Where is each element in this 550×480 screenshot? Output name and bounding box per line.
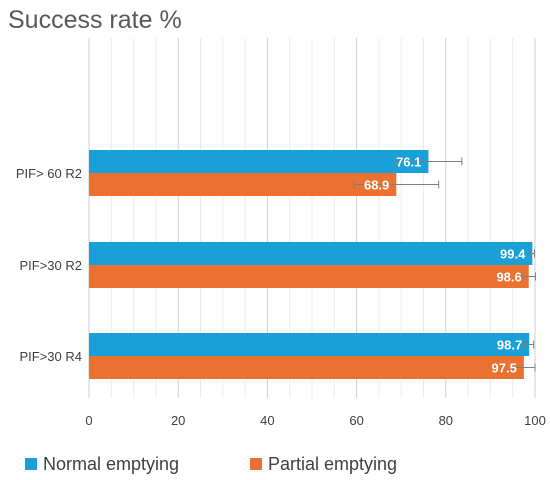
- error-bar: [529, 249, 536, 258]
- data-label: 97.5: [492, 361, 517, 376]
- bar-partial-emptying: [89, 173, 397, 196]
- x-tick-label: 80: [439, 413, 453, 428]
- legend-swatch: [250, 458, 262, 470]
- data-label: 76.1: [396, 155, 421, 170]
- error-bars: [353, 157, 536, 372]
- data-labels: 76.1 68.9 99.4 98.6 98.7 97.5: [364, 155, 526, 376]
- x-axis-tick-labels: 0 20 40 60 80 100: [85, 413, 545, 428]
- legend: Normal emptying Partial emptying: [25, 454, 397, 474]
- error-bar: [521, 272, 536, 281]
- bar-partial-emptying: [89, 356, 524, 379]
- x-tick-label: 60: [349, 413, 363, 428]
- bar-normal-emptying: [89, 333, 530, 356]
- error-bar: [353, 180, 440, 189]
- error-bar: [512, 363, 536, 372]
- data-label: 98.6: [496, 270, 521, 285]
- chart-title: Success rate %: [8, 6, 182, 34]
- legend-label: Normal emptying: [43, 454, 179, 474]
- bar-partial-emptying: [89, 265, 529, 288]
- bars: [89, 150, 533, 379]
- error-bar: [394, 157, 463, 166]
- legend-item: Partial emptying: [250, 454, 397, 474]
- x-tick-label: 100: [524, 413, 546, 428]
- legend-swatch: [25, 458, 37, 470]
- category-label: PIF> 60 R2: [16, 166, 82, 181]
- category-label: PIF>30 R2: [19, 258, 82, 273]
- error-bar: [524, 340, 535, 349]
- bar-normal-emptying: [89, 150, 429, 173]
- category-labels: PIF> 60 R2 PIF>30 R2 PIF>30 R4: [16, 166, 82, 364]
- category-label: PIF>30 R4: [19, 349, 82, 364]
- x-tick-label: 20: [171, 413, 185, 428]
- bar-normal-emptying: [89, 242, 533, 265]
- data-label: 99.4: [500, 247, 526, 262]
- x-tick-label: 40: [260, 413, 274, 428]
- legend-item: Normal emptying: [25, 454, 179, 474]
- legend-label: Partial emptying: [268, 454, 397, 474]
- data-label: 68.9: [364, 178, 389, 193]
- x-tick-label: 0: [85, 413, 92, 428]
- data-label: 98.7: [497, 338, 522, 353]
